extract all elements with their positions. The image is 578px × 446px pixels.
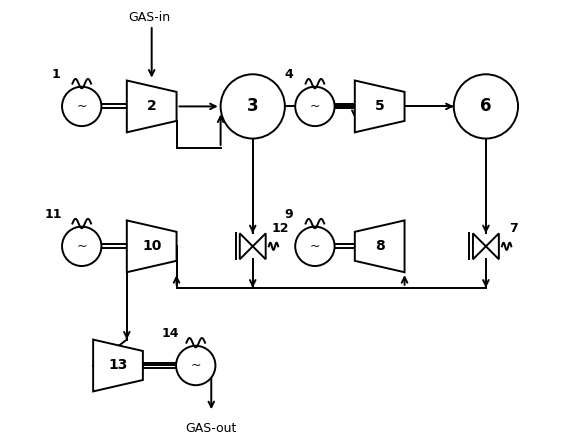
- Text: 12: 12: [272, 222, 289, 235]
- Text: GAS-out: GAS-out: [186, 422, 237, 435]
- Circle shape: [221, 74, 285, 139]
- Text: 11: 11: [45, 208, 62, 221]
- Polygon shape: [355, 81, 405, 132]
- Polygon shape: [486, 233, 499, 259]
- Text: ~: ~: [76, 240, 87, 253]
- Text: 1: 1: [51, 68, 60, 81]
- Polygon shape: [253, 233, 266, 259]
- Text: ~: ~: [310, 240, 320, 253]
- Circle shape: [295, 87, 335, 126]
- Text: 6: 6: [480, 97, 492, 116]
- Circle shape: [454, 74, 518, 139]
- Circle shape: [295, 227, 335, 266]
- Text: 8: 8: [375, 240, 384, 253]
- Text: ~: ~: [191, 359, 201, 372]
- Text: ~: ~: [76, 100, 87, 113]
- Text: 13: 13: [108, 359, 128, 372]
- Text: 2: 2: [147, 99, 157, 113]
- Circle shape: [176, 346, 216, 385]
- Circle shape: [62, 87, 101, 126]
- Text: 4: 4: [284, 68, 294, 81]
- Text: 3: 3: [247, 97, 258, 116]
- Text: 5: 5: [375, 99, 384, 113]
- Polygon shape: [355, 220, 405, 272]
- Polygon shape: [127, 220, 176, 272]
- Text: ~: ~: [310, 100, 320, 113]
- Text: 7: 7: [509, 222, 518, 235]
- Text: GAS-in: GAS-in: [128, 11, 170, 24]
- Polygon shape: [473, 233, 486, 259]
- Polygon shape: [240, 233, 253, 259]
- Text: 14: 14: [161, 327, 179, 340]
- Polygon shape: [93, 339, 143, 392]
- Text: 10: 10: [142, 240, 161, 253]
- Text: 9: 9: [285, 208, 293, 221]
- Circle shape: [62, 227, 101, 266]
- Polygon shape: [127, 81, 176, 132]
